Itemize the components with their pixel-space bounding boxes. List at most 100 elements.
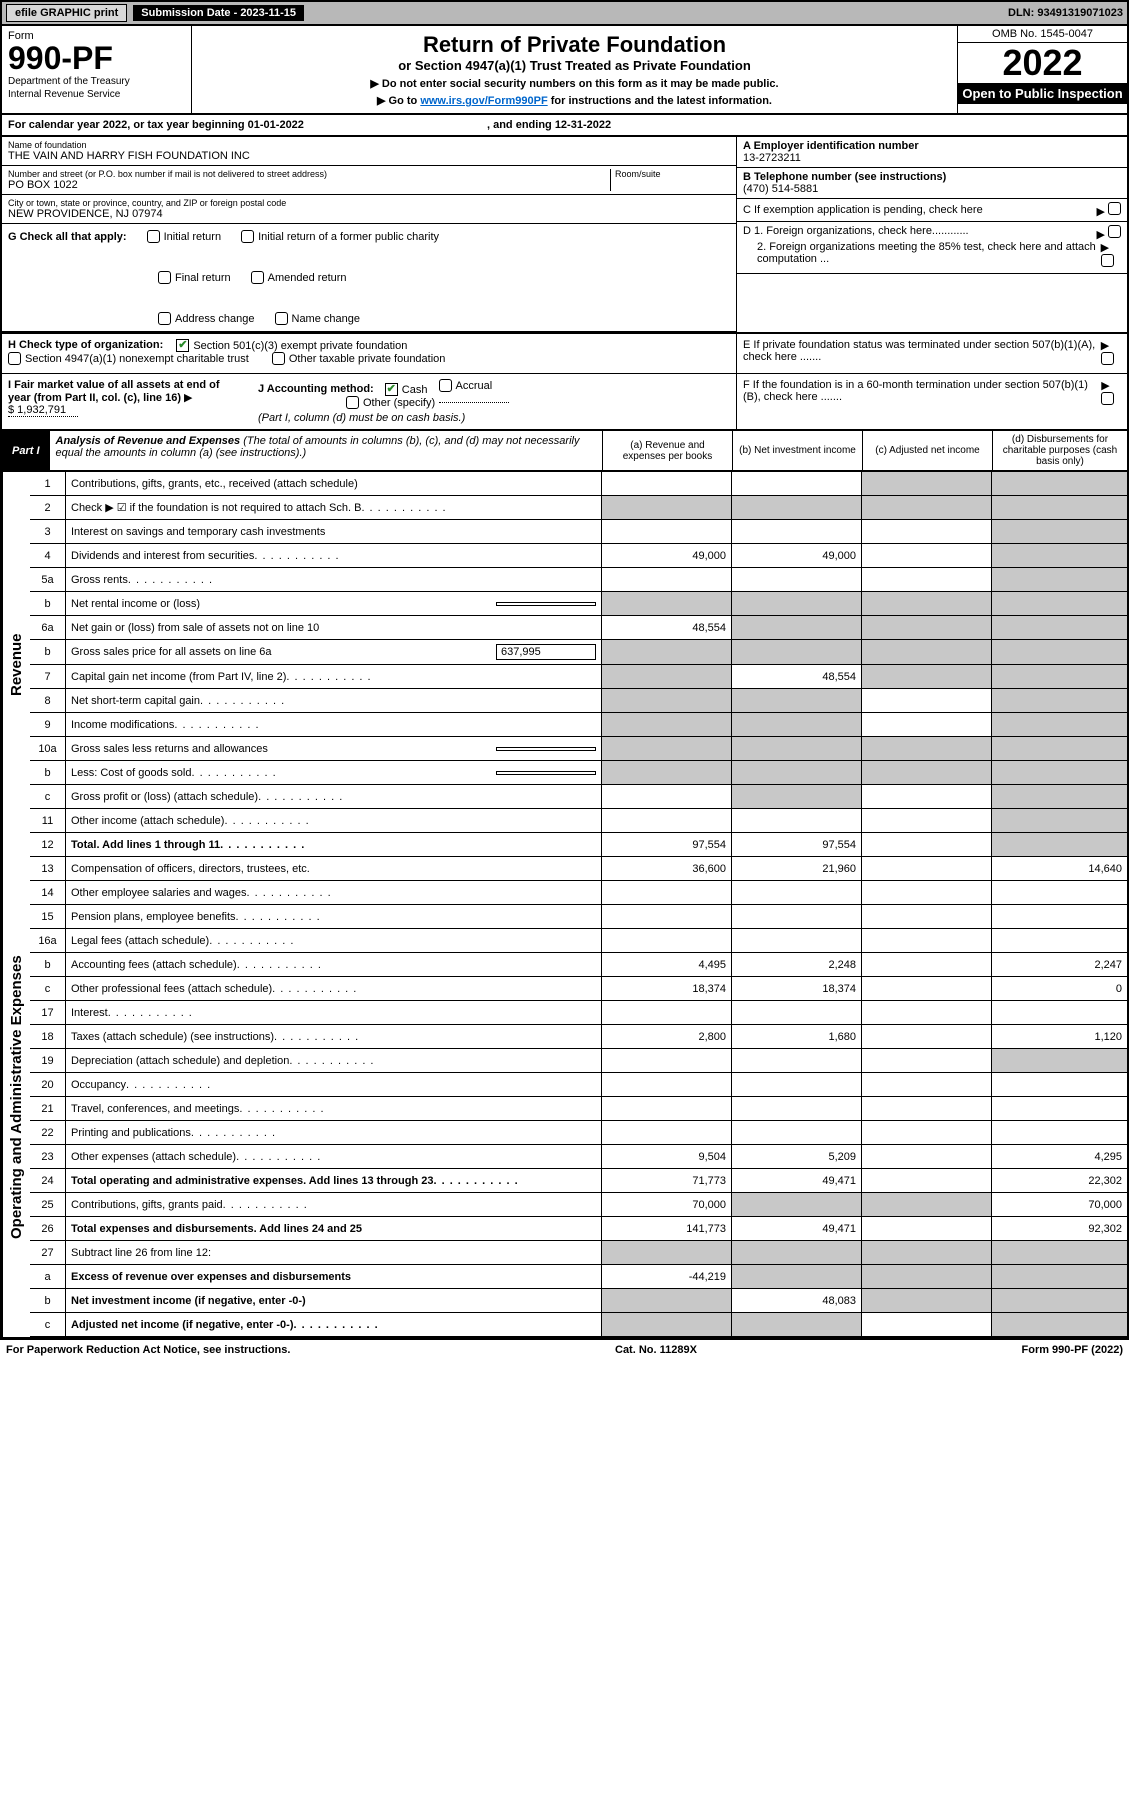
row-val <box>992 1313 1127 1337</box>
row-val <box>992 1073 1127 1097</box>
row-num: 9 <box>30 713 66 737</box>
row-val <box>862 496 992 520</box>
form-title: Return of Private Foundation <box>198 32 951 58</box>
row-val: 36,600 <box>602 857 732 881</box>
row-val <box>992 640 1127 665</box>
h-other-checkbox[interactable] <box>272 352 285 365</box>
row-val <box>862 1145 992 1169</box>
row-val <box>992 809 1127 833</box>
row-desc: Gross sales price for all assets on line… <box>66 640 602 665</box>
row-val <box>862 833 992 857</box>
row-val <box>862 809 992 833</box>
row-desc: Net rental income or (loss) <box>66 592 602 616</box>
hij-section: H Check type of organization: Section 50… <box>0 334 1129 431</box>
row-val <box>862 568 992 592</box>
row-num: 20 <box>30 1073 66 1097</box>
row-val <box>992 616 1127 640</box>
city-label: City or town, state or province, country… <box>8 198 730 208</box>
row-val <box>602 1241 732 1265</box>
row-val <box>862 616 992 640</box>
addr-label: Number and street (or P.O. box number if… <box>8 169 610 179</box>
row-val <box>732 1049 862 1073</box>
row-val: 5,209 <box>732 1145 862 1169</box>
row-num: 7 <box>30 665 66 689</box>
d1-checkbox[interactable] <box>1108 225 1121 238</box>
foundation-name: THE VAIN AND HARRY FISH FOUNDATION INC <box>8 150 730 162</box>
d2-checkbox[interactable] <box>1101 254 1114 267</box>
row-val: 9,504 <box>602 1145 732 1169</box>
row-desc: Printing and publications <box>66 1121 602 1145</box>
row-val <box>732 640 862 665</box>
c-checkbox[interactable] <box>1108 202 1121 215</box>
row-val <box>862 905 992 929</box>
row-val <box>602 785 732 809</box>
row-num: 4 <box>30 544 66 568</box>
j-other-checkbox[interactable] <box>346 396 359 409</box>
row-val <box>992 881 1127 905</box>
row-val <box>992 544 1127 568</box>
row-val <box>992 1001 1127 1025</box>
tax-year: 2022 <box>958 43 1127 83</box>
efile-print-button[interactable]: efile GRAPHIC print <box>6 4 127 22</box>
row-num: b <box>30 1289 66 1313</box>
name-label: Name of foundation <box>8 140 730 150</box>
omb-number: OMB No. 1545-0047 <box>958 26 1127 43</box>
irs-link[interactable]: www.irs.gov/Form990PF <box>420 95 547 107</box>
row-val <box>602 905 732 929</box>
row-num: 18 <box>30 1025 66 1049</box>
row-desc: Travel, conferences, and meetings <box>66 1097 602 1121</box>
f-checkbox[interactable] <box>1101 392 1114 405</box>
row-val: 49,471 <box>732 1169 862 1193</box>
h-501c3-checkbox[interactable] <box>176 339 189 352</box>
row-num: 8 <box>30 689 66 713</box>
row-num: 27 <box>30 1241 66 1265</box>
row-num: 15 <box>30 905 66 929</box>
row-val: 48,083 <box>732 1289 862 1313</box>
row-val <box>862 1049 992 1073</box>
j-cash-checkbox[interactable] <box>385 383 398 396</box>
row-val <box>992 1121 1127 1145</box>
name-change-checkbox[interactable] <box>275 312 288 325</box>
row-val <box>732 1073 862 1097</box>
row-val <box>992 568 1127 592</box>
h-4947-checkbox[interactable] <box>8 352 21 365</box>
initial-return-checkbox[interactable] <box>147 230 160 243</box>
row-val <box>862 472 992 496</box>
e-checkbox[interactable] <box>1101 352 1114 365</box>
amended-return-checkbox[interactable] <box>251 271 264 284</box>
row-val <box>862 1073 992 1097</box>
row-num: 3 <box>30 520 66 544</box>
row-val <box>862 1097 992 1121</box>
row-num: 10a <box>30 737 66 761</box>
open-public-badge: Open to Public Inspection <box>958 83 1127 104</box>
row-desc: Gross profit or (loss) (attach schedule) <box>66 785 602 809</box>
row-val <box>732 1193 862 1217</box>
row-desc: Legal fees (attach schedule) <box>66 929 602 953</box>
e-label: E If private foundation status was termi… <box>743 339 1101 368</box>
row-val: 14,640 <box>992 857 1127 881</box>
j-accrual-checkbox[interactable] <box>439 379 452 392</box>
row-val: 141,773 <box>602 1217 732 1241</box>
row-val <box>732 592 862 616</box>
row-val: 22,302 <box>992 1169 1127 1193</box>
row-val <box>602 1097 732 1121</box>
city-state-zip: NEW PROVIDENCE, NJ 07974 <box>8 208 730 220</box>
row-val <box>862 785 992 809</box>
row-desc: Net short-term capital gain <box>66 689 602 713</box>
row-num: 14 <box>30 881 66 905</box>
final-return-checkbox[interactable] <box>158 271 171 284</box>
row-num: c <box>30 785 66 809</box>
initial-former-checkbox[interactable] <box>241 230 254 243</box>
row-val <box>602 713 732 737</box>
row-val <box>862 953 992 977</box>
row-val <box>862 640 992 665</box>
row-val: 97,554 <box>602 833 732 857</box>
row-val <box>602 592 732 616</box>
address-change-checkbox[interactable] <box>158 312 171 325</box>
row-val <box>992 785 1127 809</box>
row-num: 25 <box>30 1193 66 1217</box>
row-val <box>862 929 992 953</box>
row-val <box>862 1313 992 1337</box>
row-val <box>602 1073 732 1097</box>
row-val <box>602 929 732 953</box>
